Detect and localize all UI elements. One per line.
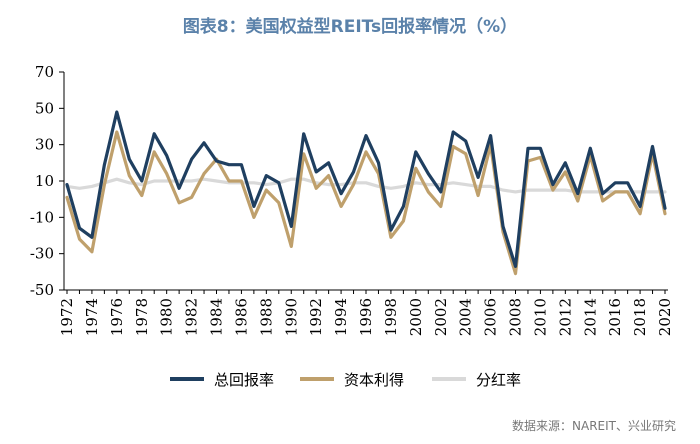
x-tick-label: 2004 bbox=[457, 298, 475, 336]
legend-label-2: 资本利得 bbox=[344, 371, 404, 389]
x-tick-label: 1974 bbox=[83, 298, 101, 336]
y-tick-label: -50 bbox=[30, 281, 54, 299]
source-note: 数据来源：NAREIT、兴业研究 bbox=[512, 419, 676, 433]
x-tick-label: 1976 bbox=[108, 298, 126, 336]
x-tick-label: 1990 bbox=[282, 298, 300, 336]
tick-labels: -50 -30 -10 10 30 50 70 1972 1974 1976 1978 1980 198… bbox=[30, 63, 674, 336]
x-tick-label: 1978 bbox=[133, 298, 151, 336]
x-tick-label: 1980 bbox=[158, 298, 176, 336]
x-tick-label: 2008 bbox=[507, 298, 525, 336]
legend-label-3: 分红率 bbox=[476, 371, 521, 389]
y-tick-label: 30 bbox=[35, 136, 54, 154]
x-tick-label: 2000 bbox=[407, 298, 425, 336]
x-tick-label: 1994 bbox=[332, 298, 350, 336]
x-tick-label: 2014 bbox=[581, 298, 599, 336]
x-tick-label: 2018 bbox=[631, 298, 649, 336]
x-tick-label: 1998 bbox=[382, 298, 400, 336]
y-tick-label: 50 bbox=[35, 99, 54, 117]
x-tick-label: 2012 bbox=[556, 298, 574, 336]
x-tick-label: 1982 bbox=[183, 298, 201, 336]
x-tick-label: 1972 bbox=[58, 298, 76, 336]
chart-title: 图表8：美国权益型REITs回报率情况（%） bbox=[182, 17, 518, 37]
x-tick-label: 1986 bbox=[232, 298, 250, 336]
x-tick-label: 2020 bbox=[656, 298, 674, 336]
x-tick-label: 2010 bbox=[531, 298, 549, 336]
y-tick-label: 70 bbox=[35, 63, 54, 81]
series-layer bbox=[65, 110, 667, 276]
x-tick-label: 2006 bbox=[482, 298, 500, 336]
x-tick-label: 1996 bbox=[357, 298, 375, 336]
y-tick-label: -30 bbox=[30, 245, 54, 263]
x-tick-label: 2002 bbox=[432, 298, 450, 336]
legend-label-1: 总回报率 bbox=[214, 371, 274, 389]
series-line-1 bbox=[65, 110, 667, 268]
y-tick-label: 10 bbox=[35, 172, 54, 190]
series-line-2 bbox=[65, 130, 667, 276]
x-tick-label: 1984 bbox=[208, 298, 226, 336]
x-tick-label: 2016 bbox=[606, 298, 624, 336]
legend: 总回报率 资本利得 分红率 bbox=[170, 371, 521, 389]
x-tick-label: 1992 bbox=[307, 298, 325, 336]
axes bbox=[59, 71, 668, 294]
x-tick-label: 1988 bbox=[257, 298, 275, 336]
series-line-3 bbox=[65, 177, 667, 194]
y-tick-label: -10 bbox=[30, 208, 54, 226]
